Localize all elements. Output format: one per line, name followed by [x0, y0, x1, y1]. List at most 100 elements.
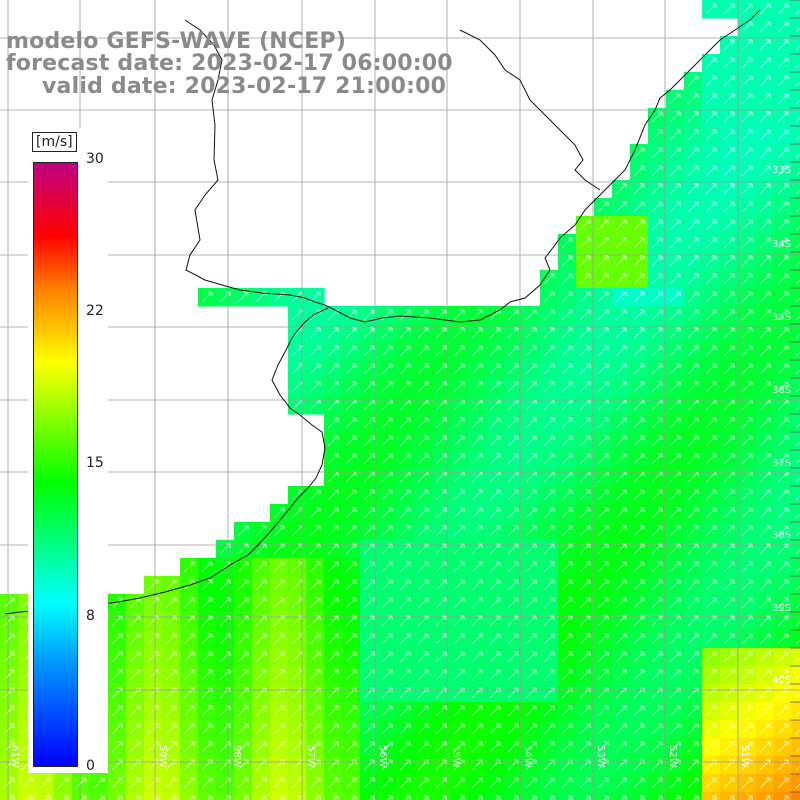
wind-arrow: [327, 489, 339, 501]
wind-arrow: [777, 669, 789, 681]
wind-arrow: [669, 201, 681, 213]
wind-arrow: [687, 363, 699, 375]
wind-arrow: [795, 639, 800, 645]
wind-arrow: [201, 561, 213, 573]
wind-arrow: [633, 165, 645, 177]
wind-arrow: [63, 795, 69, 800]
wind-arrow: [651, 273, 663, 285]
wind-arrow: [345, 327, 357, 339]
wind-arrow: [759, 255, 771, 267]
wind-arrow: [507, 561, 519, 573]
wind-arrow: [597, 633, 609, 645]
wind-arrow: [561, 489, 573, 501]
wind-arrow: [759, 705, 771, 717]
wind-arrow: [579, 345, 591, 357]
wind-arrow: [597, 201, 609, 213]
wind-cell: [288, 792, 307, 800]
wind-arrow: [777, 435, 789, 447]
wind-arrow: [741, 201, 753, 213]
wind-arrow: [561, 309, 573, 321]
wind-arrow: [597, 561, 609, 573]
wind-arrow: [795, 585, 800, 591]
wind-arrow: [453, 777, 465, 789]
wind-arrow: [759, 57, 771, 69]
wind-arrow: [489, 327, 501, 339]
wind-arrow: [795, 63, 800, 69]
wind-arrow: [399, 381, 411, 393]
wind-cell: [720, 792, 739, 800]
wind-arrow: [417, 633, 429, 645]
wind-arrow: [759, 507, 771, 519]
wind-arrow: [651, 363, 663, 375]
wind-arrow: [327, 741, 339, 753]
wind-arrow: [327, 435, 339, 447]
latitude-label: 36S: [772, 385, 791, 396]
wind-arrow: [453, 327, 465, 339]
wind-arrow: [345, 309, 357, 321]
wind-arrow: [759, 327, 771, 339]
wind-arrow: [795, 99, 800, 105]
wind-arrow: [723, 345, 735, 357]
wind-arrow: [561, 561, 573, 573]
wind-arrow: [633, 561, 645, 573]
wind-arrow: [777, 111, 789, 123]
wind-arrow: [525, 489, 537, 501]
wind-arrow: [525, 651, 537, 663]
wind-arrow: [759, 345, 771, 357]
wind-arrow: [687, 579, 699, 591]
wind-arrow: [705, 75, 717, 87]
wind-arrow: [705, 3, 717, 15]
wind-arrow: [723, 3, 735, 15]
wind-arrow: [795, 513, 800, 519]
wind-arrow: [399, 669, 411, 681]
wind-arrow: [795, 423, 800, 429]
wind-arrow: [561, 453, 573, 465]
wind-cell: [756, 792, 775, 800]
wind-cell: [630, 792, 649, 800]
wind-arrow: [165, 669, 177, 681]
wind-arrow: [525, 669, 537, 681]
wind-arrow: [309, 723, 321, 735]
wind-arrow: [453, 363, 465, 375]
wind-arrow: [723, 507, 735, 519]
wind-arrow: [759, 453, 771, 465]
wind-arrow: [669, 93, 681, 105]
wind-arrow: [777, 723, 789, 735]
latitude-labels: 33S 34S 35S 36S 37S 38S 39S 40S: [772, 165, 791, 686]
wind-cell: [792, 576, 800, 595]
wind-arrow: [525, 381, 537, 393]
wind-cell: [486, 792, 505, 800]
coastline-north: [459, 29, 601, 191]
wind-arrow: [345, 669, 357, 681]
wind-arrow: [489, 633, 501, 645]
wind-arrow: [777, 417, 789, 429]
wind-arrow: [705, 435, 717, 447]
wind-arrow: [777, 741, 789, 753]
wind-arrow: [651, 777, 663, 789]
wind-arrow: [705, 183, 717, 195]
wind-arrow: [399, 363, 411, 375]
wind-arrow: [705, 201, 717, 213]
wind-arrow: [669, 597, 681, 609]
wind-arrow: [543, 669, 555, 681]
wind-arrow: [777, 561, 789, 573]
wind-arrow: [507, 579, 519, 591]
wind-arrow: [207, 795, 213, 800]
wind-arrow: [615, 291, 627, 303]
wind-arrow: [597, 417, 609, 429]
wind-arrow: [561, 435, 573, 447]
wind-arrow: [579, 273, 591, 285]
wind-arrow: [111, 705, 123, 717]
wind-arrow: [3, 633, 15, 645]
wind-arrow: [741, 525, 753, 537]
wind-cell: [738, 792, 757, 800]
wind-cell: [342, 792, 361, 800]
wind-arrow: [615, 489, 627, 501]
wind-arrow: [99, 795, 105, 800]
wind-arrow: [117, 795, 123, 800]
wind-arrow: [687, 111, 699, 123]
wind-arrow: [705, 705, 717, 717]
wind-arrow: [597, 219, 609, 231]
wind-arrow: [687, 309, 699, 321]
wind-cell: [792, 486, 800, 505]
